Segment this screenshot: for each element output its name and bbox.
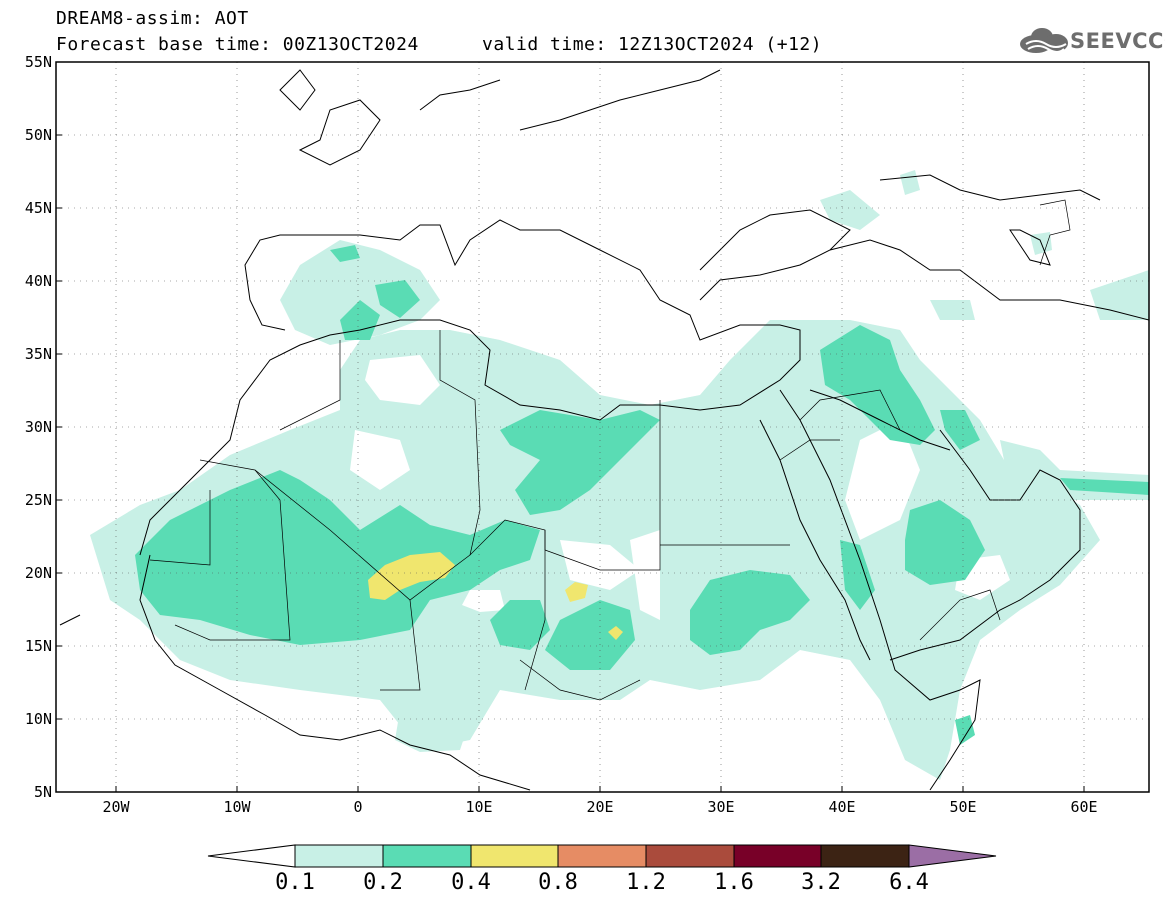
lat-label: 30N: [25, 418, 52, 436]
colorbar-bin-0-2: [382, 844, 472, 868]
forecast-base-time: Forecast base time: 00Z13OCT2024: [56, 34, 419, 55]
colorbar-label: 1.2: [626, 870, 666, 895]
lat-label: 40N: [25, 272, 52, 290]
aot-level-0-2: [135, 245, 1149, 745]
lon-label: 10W: [223, 798, 251, 816]
colorbar-label: 1.6: [714, 870, 754, 895]
latitude-labels: 55N 50N 45N 40N 35N 30N 25N 20N 15N 10N …: [25, 53, 52, 801]
cloud-icon: [1020, 28, 1068, 53]
colorbar-overflow: [908, 844, 997, 868]
colorbar-label: 0.8: [538, 870, 578, 895]
valid-time: valid time: 12Z13OCT2024 (+12): [482, 34, 823, 55]
lon-label: 20E: [586, 798, 613, 816]
lat-label: 35N: [25, 345, 52, 363]
colorbar-label: 0.1: [275, 870, 315, 895]
coastlines: [59, 69, 1149, 791]
lat-label: 10N: [25, 710, 52, 728]
colorbar: [207, 844, 997, 868]
lon-label: 20W: [102, 798, 130, 816]
colorbar-label: 0.2: [363, 870, 403, 895]
lon-label: 50E: [949, 798, 976, 816]
axis-ticks: [56, 61, 1085, 792]
longitude-labels: 20W 10W 0 10E 20E 30E 40E 50E 60E: [102, 798, 1097, 816]
lon-label: 10E: [465, 798, 492, 816]
colorbar-bin-1-6: [733, 844, 822, 868]
lon-label: 0: [353, 798, 362, 816]
colorbar-label: 3.2: [801, 870, 841, 895]
colorbar-bin-3-2: [820, 844, 910, 868]
lon-label: 30E: [707, 798, 734, 816]
lat-label: 50N: [25, 126, 52, 144]
lat-label: 20N: [25, 564, 52, 582]
lat-label: 15N: [25, 637, 52, 655]
lon-label: 60E: [1070, 798, 1097, 816]
country-borders: [149, 199, 1071, 701]
colorbar-bin-1-2: [645, 844, 735, 868]
logo-text: SEEVCCC: [1070, 29, 1165, 53]
colorbar-label: 6.4: [889, 870, 929, 895]
colorbar-label: 0.4: [451, 870, 491, 895]
lat-label: 55N: [25, 53, 52, 71]
graticule: [56, 62, 1149, 792]
lat-label: 45N: [25, 199, 52, 217]
lat-label: 5N: [34, 783, 52, 801]
aot-level-0-1: [90, 170, 1149, 780]
lat-label: 25N: [25, 491, 52, 509]
colorbar-bin-0-1: [294, 844, 384, 868]
map-title: DREAM8-assim: AOT: [56, 8, 249, 29]
colorbar-underflow: [207, 844, 296, 868]
colorbar-bin-0-4: [470, 844, 559, 868]
lon-label: 40E: [828, 798, 855, 816]
colorbar-bin-0-8: [557, 844, 647, 868]
aot-level-0-4: [368, 552, 623, 640]
